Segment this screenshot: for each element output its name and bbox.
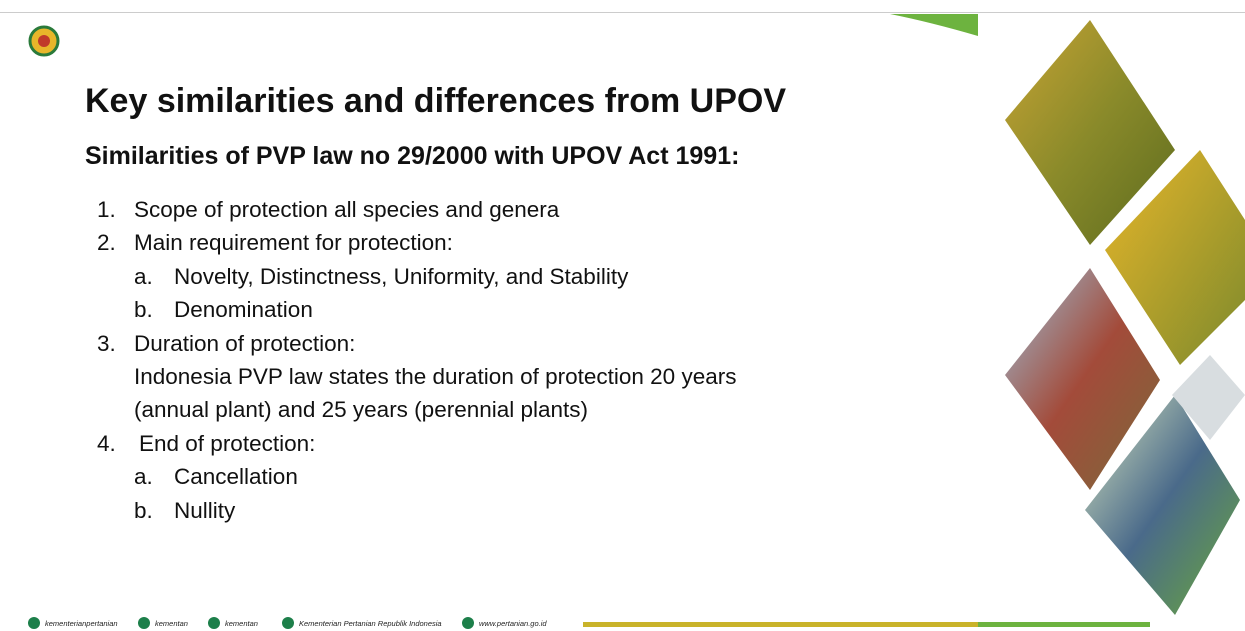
social-icon — [208, 617, 220, 629]
sub-letter: b. — [134, 498, 153, 524]
sub-letter: a. — [134, 464, 153, 490]
social-icon — [462, 617, 474, 629]
sub-text: Denomination — [174, 297, 313, 323]
item-text: Scope of protection all species and gene… — [134, 197, 559, 223]
list-item: 2. Main requirement for protection: — [97, 230, 453, 256]
sub-item: a. Novelty, Distinctness, Uniformity, and… — [134, 264, 628, 290]
social-label: kementan — [155, 619, 188, 628]
sub-letter: b. — [134, 297, 153, 323]
item-text: End of protection: — [139, 431, 315, 457]
item-text: Main requirement for protection: — [134, 230, 453, 256]
social-icon — [282, 617, 294, 629]
item-number: 1. — [97, 197, 116, 223]
sub-item: b. Nullity — [134, 498, 235, 524]
item-line: Indonesia PVP law states the duration of… — [134, 364, 736, 390]
social-icon — [28, 617, 40, 629]
title: Key similarities and differences from UP… — [85, 82, 786, 121]
list-item: 1. Scope of protection all species and ge… — [97, 197, 559, 223]
sub-letter: a. — [134, 264, 153, 290]
sub-item: a. Cancellation — [134, 464, 298, 490]
item-number: 4. — [97, 431, 116, 457]
list-item: 4. End of protection: — [97, 431, 315, 457]
list-item: 3. Duration of protection: — [97, 331, 355, 357]
social-label: kementerianpertanian — [45, 619, 118, 628]
item-number: 3. — [97, 331, 116, 357]
social-icon — [138, 617, 150, 629]
sub-item: b. Denomination — [134, 297, 313, 323]
social-label: www.pertanian.go.id — [479, 619, 547, 628]
sub-text: Novelty, Distinctness, Uniformity, and S… — [174, 264, 628, 290]
sub-text: Nullity — [174, 498, 235, 524]
item-line: (annual plant) and 25 years (perennial p… — [134, 397, 588, 423]
subtitle: Similarities of PVP law no 29/2000 with … — [85, 142, 739, 171]
social-label: Kementerian Pertanian Republik Indonesia — [299, 619, 442, 628]
social-label: kementan — [225, 619, 258, 628]
sub-text: Cancellation — [174, 464, 298, 490]
item-text: Duration of protection: — [134, 331, 355, 357]
slide: Key similarities and differences from UP… — [0, 0, 1245, 631]
item-number: 2. — [97, 230, 116, 256]
